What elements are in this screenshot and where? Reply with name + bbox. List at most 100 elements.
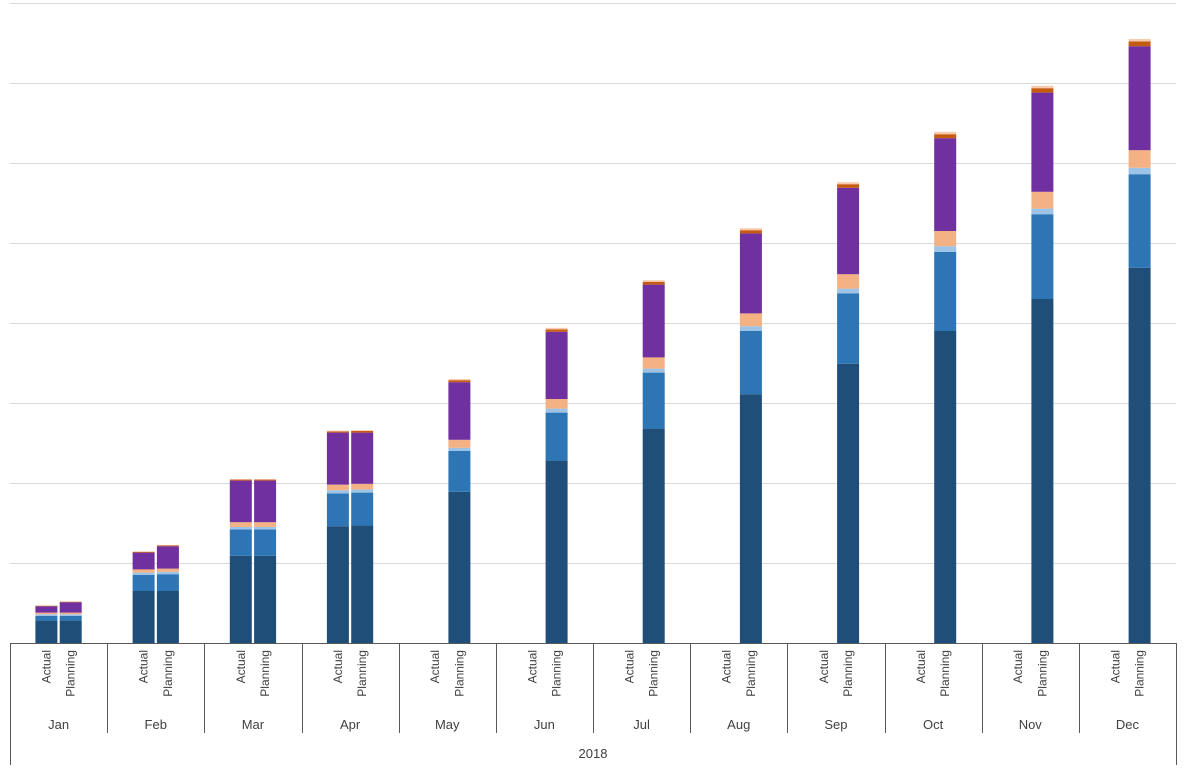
bar-oct-planning-series-7: [934, 131, 957, 135]
bar-sep-planning-series-3: [837, 288, 860, 294]
scenario-label-aug-actual: Actual: [720, 650, 734, 683]
bar-apr-actual-series-7: [326, 430, 349, 432]
bar-jan-actual-series-6: [35, 605, 58, 607]
category-axis: Actual Planning Jan Actual Planning Feb Actual…: [10, 643, 1177, 765]
bar-jan-planning-series-3: [59, 614, 82, 616]
bar-oct-planning-series-2: [934, 251, 957, 331]
scenario-label-jul-planning: Planning: [647, 650, 661, 697]
bar-jul-planning-series-1: [642, 428, 665, 643]
bar-dec-planning-series-7: [1128, 39, 1151, 42]
bar-oct-planning-series-1: [934, 331, 957, 643]
bar-feb-actual-series-6: [132, 551, 155, 553]
scenario-label-nov-planning: Planning: [1035, 650, 1049, 697]
scenario-label-may-actual: Actual: [428, 650, 442, 683]
bar-mar-actual-series-1: [229, 555, 252, 643]
scenario-label-oct-planning: Planning: [938, 650, 952, 697]
bar-jul-planning-series-6: [642, 281, 665, 285]
bar-may-planning-series-1: [448, 491, 471, 643]
bar-dec-planning-series-1: [1128, 267, 1151, 643]
bar-nov-planning-series-6: [1031, 88, 1054, 93]
month-label-apr: Apr: [340, 717, 361, 732]
bar-feb-planning-series-1: [156, 591, 179, 643]
bar-sep-planning-series-7: [837, 182, 860, 185]
scenario-label-jan-planning: Planning: [64, 650, 78, 697]
scenario-label-aug-planning: Planning: [744, 650, 758, 697]
scenario-label-feb-actual: Actual: [137, 650, 151, 683]
bar-oct-planning-series-5: [934, 138, 957, 231]
bar-jan-actual-series-3: [35, 614, 58, 616]
bar-feb-planning-series-3: [156, 571, 179, 575]
bar-jan-actual-series-5: [35, 606, 58, 613]
bar-jun-planning-series-1: [545, 460, 568, 643]
month-label-jun: Jun: [534, 717, 555, 732]
bar-feb-actual-series-2: [132, 575, 155, 591]
bar-feb-actual-series-1: [132, 591, 155, 643]
bar-mar-planning-series-4: [254, 522, 277, 527]
bar-aug-planning-series-4: [739, 313, 762, 327]
bar-mar-planning-series-3: [254, 527, 277, 530]
bar-jul-planning-series-7: [642, 280, 665, 282]
bar-may-planning-series-5: [448, 382, 471, 440]
bar-sep-planning-series-6: [837, 184, 860, 188]
bar-sep-planning-series-5: [837, 187, 860, 275]
bar-apr-planning-series-1: [351, 525, 374, 643]
bar-apr-actual-series-1: [326, 526, 349, 643]
scenario-label-mar-planning: Planning: [258, 650, 272, 697]
bar-aug-planning-series-7: [739, 228, 762, 231]
month-label-aug: Aug: [727, 717, 750, 732]
bar-oct-planning-series-4: [934, 231, 957, 247]
bar-aug-planning-series-1: [739, 394, 762, 643]
bar-apr-actual-series-6: [326, 431, 349, 433]
bar-dec-planning-series-5: [1128, 46, 1151, 151]
bar-nov-planning-series-2: [1031, 214, 1054, 299]
scenario-label-apr-planning: Planning: [355, 650, 369, 697]
bar-aug-planning-series-5: [739, 233, 762, 314]
bar-nov-planning-series-7: [1031, 85, 1054, 89]
bar-may-planning-series-7: [448, 379, 471, 381]
scenario-label-sep-planning: Planning: [841, 650, 855, 697]
month-label-nov: Nov: [1019, 717, 1043, 732]
bar-jun-planning-series-7: [545, 327, 568, 330]
bar-mar-actual-series-4: [229, 522, 252, 527]
bar-sep-planning-series-1: [837, 363, 860, 643]
bar-feb-actual-series-4: [132, 569, 155, 573]
bar-dec-planning-series-3: [1128, 167, 1151, 175]
bar-jul-planning-series-5: [642, 284, 665, 358]
bar-apr-actual-series-2: [326, 493, 349, 527]
bar-jan-planning-series-2: [59, 615, 82, 621]
year-label: 2018: [579, 746, 608, 761]
bar-may-planning-series-6: [448, 380, 471, 383]
bar-nov-planning-series-4: [1031, 191, 1054, 209]
bar-jan-planning-series-6: [59, 601, 82, 603]
bar-nov-planning-series-1: [1031, 299, 1054, 643]
bar-may-planning-series-4: [448, 439, 471, 448]
month-label-oct: Oct: [923, 717, 944, 732]
scenario-label-may-planning: Planning: [452, 650, 466, 697]
bar-mar-actual-series-5: [229, 480, 252, 523]
bar-mar-actual-series-6: [229, 479, 252, 481]
scenario-label-jul-actual: Actual: [622, 650, 636, 683]
bar-jan-actual-series-1: [35, 620, 58, 643]
bar-mar-actual-series-7: [229, 479, 252, 480]
month-label-jul: Jul: [633, 717, 650, 732]
bar-feb-planning-series-7: [156, 544, 179, 546]
bar-jan-actual-series-4: [35, 612, 58, 615]
bar-apr-planning-series-2: [351, 492, 374, 526]
bar-feb-planning-series-4: [156, 568, 179, 572]
bar-mar-planning-series-7: [254, 479, 277, 480]
bar-mar-planning-series-6: [254, 479, 277, 481]
bar-mar-planning-series-1: [254, 555, 277, 643]
bar-jun-planning-series-6: [545, 329, 568, 332]
bar-jan-planning-series-4: [59, 612, 82, 615]
bar-may-planning-series-3: [448, 447, 471, 451]
bar-jan-planning-series-5: [59, 602, 82, 613]
gridlines: [10, 3, 1176, 564]
bar-stacks: [35, 39, 1151, 643]
bar-jul-planning-series-4: [642, 357, 665, 369]
scenario-label-jan-actual: Actual: [39, 650, 53, 683]
bar-jun-planning-series-4: [545, 399, 568, 409]
bar-jun-planning-series-5: [545, 331, 568, 399]
bar-mar-actual-series-3: [229, 527, 252, 530]
scenario-label-feb-planning: Planning: [161, 650, 175, 697]
